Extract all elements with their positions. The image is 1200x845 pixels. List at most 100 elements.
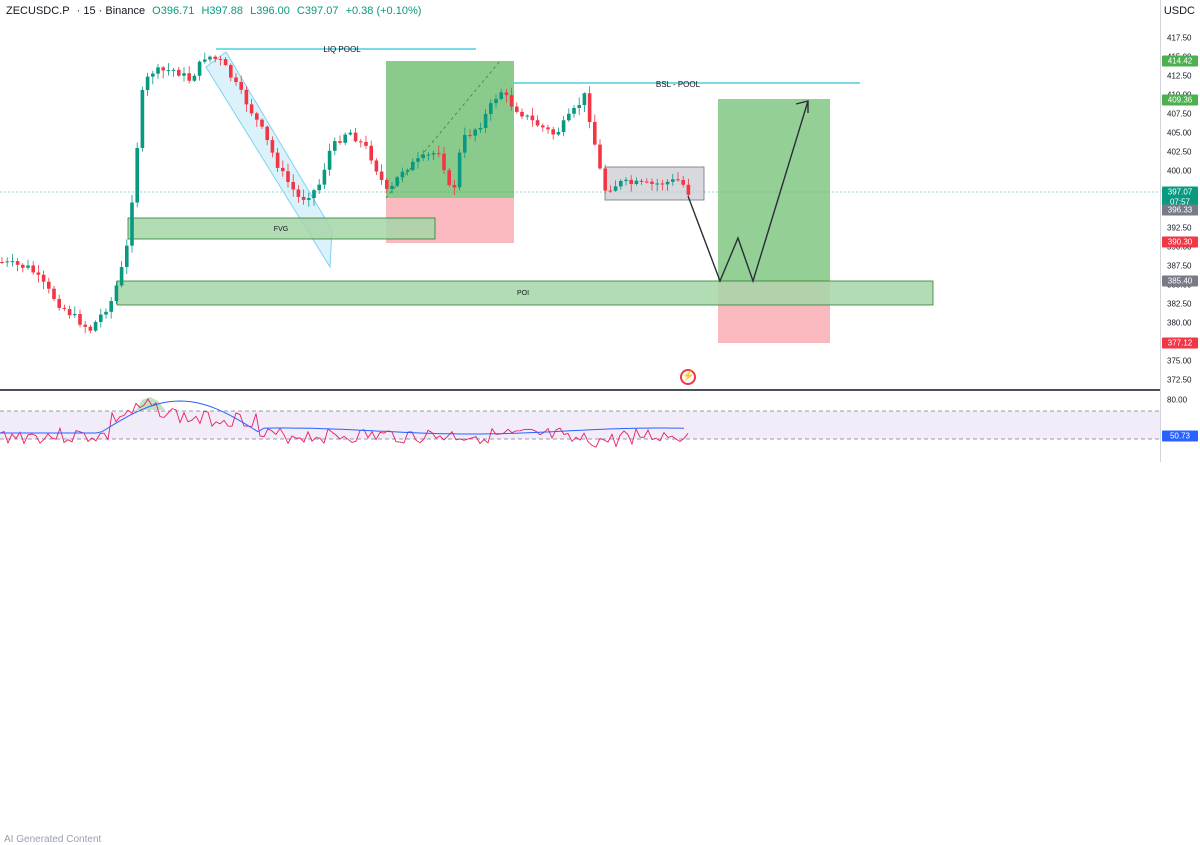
candle-body — [156, 67, 160, 74]
candle-body — [234, 77, 238, 83]
projection-path — [687, 100, 809, 284]
price-tick: 375.00 — [1167, 356, 1192, 366]
chart-canvas[interactable]: LIQ POOL BSL - POOL FVG POI — [0, 0, 1160, 390]
candle-body — [489, 103, 493, 114]
candle-body — [572, 107, 576, 114]
projection-arrow-head — [795, 100, 809, 113]
candle-body — [660, 183, 665, 185]
candle-body — [119, 267, 124, 286]
candle-body — [447, 170, 451, 186]
candle-body — [322, 169, 327, 185]
candle-body — [333, 141, 337, 151]
candle-body — [468, 134, 472, 136]
candle-body — [270, 139, 275, 153]
candle-body — [249, 104, 254, 114]
candle-body — [645, 181, 649, 183]
candle-body — [499, 92, 503, 99]
candle-body — [0, 262, 4, 263]
price-tick: 387.50 — [1167, 261, 1192, 271]
candle-body — [265, 126, 269, 140]
candle-body — [650, 181, 654, 184]
candle-body — [312, 190, 316, 199]
candle-body — [369, 145, 373, 161]
candle-body — [619, 181, 623, 187]
candle-body — [5, 261, 9, 263]
candle-body — [244, 89, 249, 105]
flash-icon[interactable]: ⚡ — [680, 369, 696, 385]
price-chart[interactable]: LIQ POOL BSL - POOL FVG POI ZECUSDC.P · … — [0, 0, 1160, 390]
rsi-canvas[interactable] — [0, 391, 1160, 462]
candle-body — [275, 152, 280, 168]
tp-price-tag: 414.42 — [1162, 55, 1198, 67]
price-tick: 392.50 — [1167, 223, 1192, 233]
candle-body — [161, 67, 165, 71]
poi-zone — [116, 280, 934, 306]
candle-body — [374, 160, 379, 172]
candle-body — [509, 95, 514, 107]
candle-body — [151, 73, 155, 77]
candle-body — [665, 181, 670, 185]
candle-body — [353, 132, 358, 142]
candle-body — [608, 190, 613, 192]
candle-body — [78, 313, 82, 325]
candle-body — [187, 73, 191, 81]
sl-price-tag: 377.12 — [1162, 337, 1198, 349]
candle-body — [530, 115, 535, 121]
rsi-ma-line — [0, 400, 685, 435]
candle-body — [203, 59, 207, 62]
candle-body — [681, 180, 685, 185]
candle-body — [551, 129, 555, 135]
price-scale[interactable]: USDC 417.50415.00412.50410.00407.50405.0… — [1160, 0, 1200, 462]
rsi-band — [0, 411, 1160, 439]
candle-body — [192, 75, 197, 81]
currency-label[interactable]: USDC — [1163, 5, 1195, 17]
candle-body — [567, 113, 571, 121]
fvg-label: FVG — [274, 226, 288, 233]
price-tick: 417.50 — [1167, 33, 1192, 43]
projection-profit-zone — [718, 99, 830, 281]
candle-body — [218, 58, 223, 60]
candle-body — [416, 158, 420, 162]
ohlc-close: C397.07 — [296, 5, 339, 17]
candle-body — [411, 161, 415, 171]
candle-body — [634, 180, 639, 185]
fvg-zone — [127, 217, 436, 240]
candle-body — [348, 132, 353, 135]
candle-body — [130, 202, 134, 246]
price-tick: 407.50 — [1167, 109, 1192, 119]
rsi-value-tag: 50.73 — [1162, 430, 1198, 442]
candle-body — [463, 134, 467, 153]
candle-body — [686, 184, 691, 195]
candle-body — [223, 59, 228, 66]
ohlc-change: +0.38 (+0.10%) — [345, 5, 422, 17]
candle-body — [535, 120, 540, 126]
candle-body — [442, 153, 446, 171]
candle-body — [587, 93, 592, 122]
sl-red-tag: 390.30 — [1162, 236, 1198, 248]
ohlc-open: O396.71 — [152, 5, 195, 17]
candle-body — [515, 106, 519, 112]
candle-body — [561, 120, 566, 133]
candle-body — [639, 180, 644, 182]
rsi-pane[interactable]: AI Generated Content — [0, 391, 1160, 845]
candle-body — [281, 167, 285, 172]
candle-body — [426, 154, 431, 156]
ohlc-high: H397.88 — [201, 5, 244, 17]
candle-body — [655, 183, 659, 185]
candle-body — [431, 153, 436, 155]
candle-body — [10, 261, 15, 263]
candle-body — [182, 73, 186, 76]
price-tick: 382.50 — [1167, 299, 1192, 309]
symbol-name[interactable]: ZECUSDC.P — [6, 5, 70, 17]
candle-body — [296, 189, 301, 197]
pane-divider[interactable] — [0, 389, 1160, 391]
candle-body — [135, 147, 139, 203]
candle-body — [437, 153, 441, 155]
candle-body — [421, 154, 425, 159]
candle-body — [582, 93, 587, 106]
candle-body — [390, 185, 394, 189]
symbol-legend[interactable]: ZECUSDC.P · 15 · Binance O396.71 H397.88… — [6, 5, 425, 17]
candle-body — [177, 69, 181, 76]
entry-price-tag: 396.33 — [1162, 204, 1198, 216]
candle-body — [171, 69, 176, 71]
